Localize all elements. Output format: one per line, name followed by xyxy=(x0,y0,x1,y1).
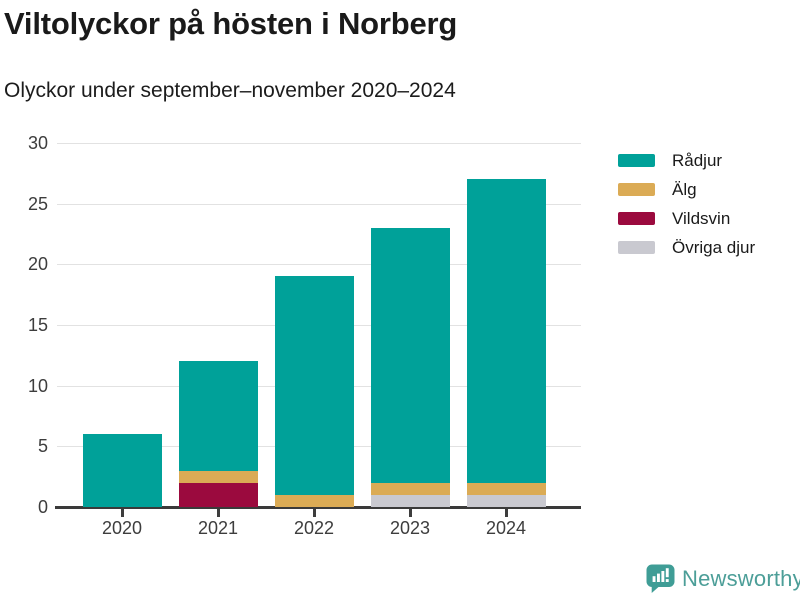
x-axis-tick xyxy=(313,509,316,517)
x-axis-line xyxy=(55,506,581,509)
bar-segment-2023-rådjur xyxy=(370,227,450,483)
x-axis-tick xyxy=(217,509,220,517)
legend-swatch xyxy=(618,182,655,196)
legend-label: Vildsvin xyxy=(672,208,731,228)
y-axis-tick-label: 20 xyxy=(27,254,48,275)
legend-swatch xyxy=(618,240,655,254)
legend-item-rådjur: Rådjur xyxy=(618,150,723,170)
y-axis-tick-label: 5 xyxy=(37,436,48,457)
legend-swatch xyxy=(618,153,655,167)
bar-segment-2021-älg xyxy=(178,470,258,483)
x-axis-tick-label: 2022 xyxy=(293,518,335,538)
x-axis-tick xyxy=(505,509,508,517)
y-axis-tick-label: 15 xyxy=(27,315,48,335)
x-axis-tick xyxy=(121,509,124,517)
legend-label: Rådjur xyxy=(672,150,723,170)
bar-segment-2024-övriga-djur xyxy=(466,494,546,507)
bar-segment-2022-rådjur xyxy=(274,276,354,495)
y-axis-tick-label: 10 xyxy=(27,375,48,396)
x-axis-tick-label: 2020 xyxy=(101,518,143,538)
legend-swatch xyxy=(618,211,655,225)
chart-title: Viltolyckor på hösten i Norberg xyxy=(4,6,458,41)
legend-item-vildsvin: Vildsvin xyxy=(618,208,731,228)
x-axis-tick xyxy=(409,509,412,517)
gridline xyxy=(57,264,581,266)
y-axis-tick-label: 25 xyxy=(27,193,48,214)
bar-segment-2023-övriga-djur xyxy=(370,494,450,507)
legend-item-älg: Älg xyxy=(618,179,697,199)
brand-name: Newsworthy xyxy=(682,565,800,591)
chart-subtitle: Olyckor under september–november 2020–20… xyxy=(4,79,456,102)
legend-item-övriga-djur: Övriga djur xyxy=(618,237,756,257)
bar-segment-2022-älg xyxy=(274,494,354,507)
bar-segment-2024-älg xyxy=(466,482,546,495)
gridline xyxy=(57,203,581,205)
x-axis-tick-label: 2023 xyxy=(389,518,431,538)
gridline xyxy=(57,143,581,144)
bar-segment-2021-vildsvin xyxy=(178,482,258,507)
bar-segment-2023-älg xyxy=(370,482,450,495)
brand-footer: Newsworthy xyxy=(645,563,800,594)
x-axis-tick-label: 2021 xyxy=(197,518,239,538)
bar-segment-2021-rådjur xyxy=(178,361,258,471)
x-axis-tick-label: 2024 xyxy=(485,518,527,538)
legend-label: Älg xyxy=(672,179,697,199)
y-axis-tick-label: 0 xyxy=(37,497,48,517)
newsworthy-logo-icon xyxy=(646,564,675,593)
bar-segment-2024-rådjur xyxy=(466,179,546,483)
bar-segment-2020-rådjur xyxy=(82,434,162,507)
y-axis-tick-label: 30 xyxy=(27,133,48,153)
legend-label: Övriga djur xyxy=(672,237,756,257)
